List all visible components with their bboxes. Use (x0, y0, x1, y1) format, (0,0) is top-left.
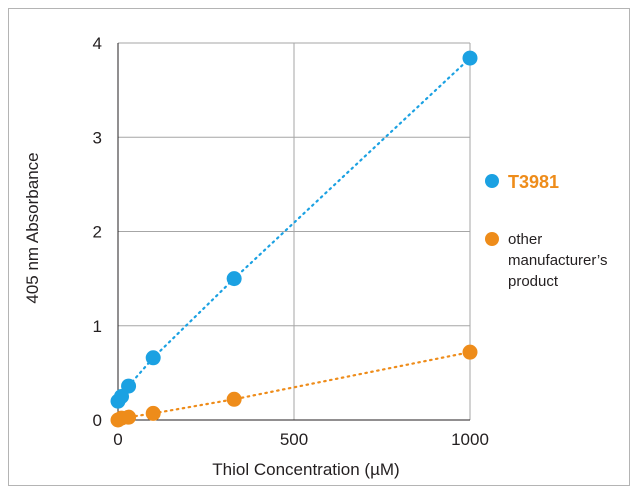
data-point-t3981 (145, 350, 161, 366)
y-tick-label-0: 0 (93, 411, 102, 430)
data-point-t3981 (226, 271, 242, 287)
axes (117, 43, 470, 421)
legend-label-other-line-3: product (508, 273, 559, 290)
data-points (110, 50, 478, 428)
y-tick-label-1: 1 (93, 317, 102, 336)
y-axis-title: 405 nm Absorbance (23, 152, 42, 303)
series-line-other-product (116, 351, 472, 422)
chart-frame (8, 8, 630, 486)
x-axis-title: Thiol Concentration (µM) (212, 460, 399, 479)
data-point-t3981 (462, 50, 478, 66)
x-tick-label-0: 0 (113, 430, 122, 449)
legend-label-other-line-2: manufacturer’s (508, 252, 608, 269)
y-tick-label-2: 2 (93, 223, 102, 242)
data-point-other-product (145, 405, 161, 421)
data-point-other-product (462, 344, 478, 360)
data-point-t3981 (121, 378, 137, 394)
legend-marker-other-product (485, 232, 499, 246)
data-point-other-product (121, 409, 137, 425)
x-tick-label-500: 500 (280, 430, 308, 449)
data-point-other-product (226, 391, 242, 407)
legend-marker-t3981 (485, 174, 499, 188)
tick-labels: 0 1 2 3 4 0 500 1000 (93, 34, 489, 449)
y-tick-label-4: 4 (93, 34, 102, 53)
legend: T3981 other manufacturer’s product (485, 172, 608, 290)
gridlines (118, 42, 471, 420)
legend-label-t3981: T3981 (508, 172, 559, 192)
y-tick-label-3: 3 (93, 128, 102, 147)
legend-label-other-line-1: other (508, 231, 542, 248)
x-tick-label-1000: 1000 (451, 430, 489, 449)
